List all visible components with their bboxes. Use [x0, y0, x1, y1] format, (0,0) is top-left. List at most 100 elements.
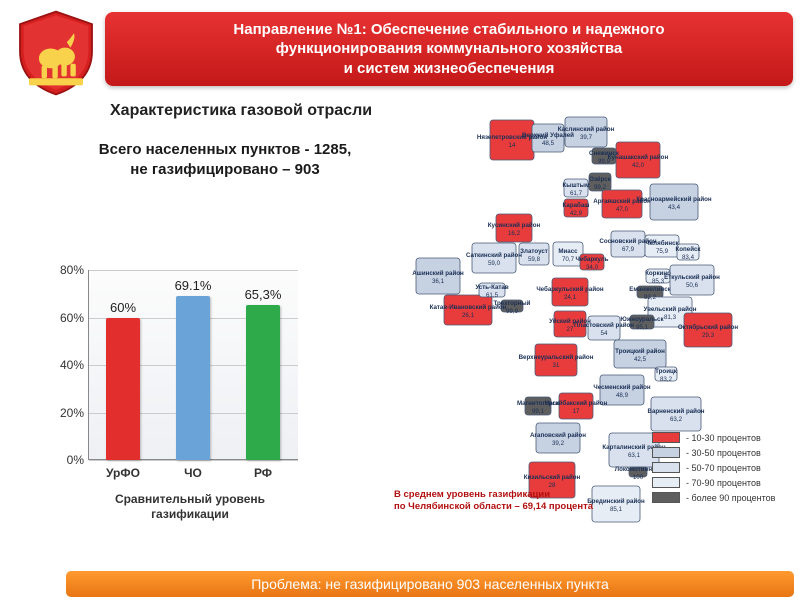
footer-text: Проблема: не газифицировано 903 населенн… [251, 576, 609, 592]
map-district-name: Агаповский район [530, 432, 586, 439]
map-district-value: 29,3 [702, 332, 715, 339]
map-district-value: 85,1 [610, 506, 623, 513]
map-district-value: 42,9 [570, 210, 583, 217]
map-district-name: Ашинский район [412, 270, 464, 277]
legend-swatch [652, 447, 680, 458]
chart-ytick: 0% [52, 453, 84, 467]
stats-line-2: не газифицировано – 903 [130, 161, 319, 178]
map-district-name: Миасс [558, 248, 578, 255]
chart-bar-value: 65,3% [233, 287, 293, 302]
legend-row: - более 90 процентов [652, 492, 782, 503]
map-district-name: Чебаркуль [576, 256, 609, 263]
map-footer-text: В среднем уровень газификации по Челябин… [394, 489, 593, 513]
map-district-value: 16,2 [508, 230, 521, 237]
map-district-value: 61,5 [486, 292, 499, 299]
map-district-value: 14 [509, 142, 516, 149]
map-district-name: Златоуст [520, 248, 548, 255]
chart-ytick: 20% [52, 406, 84, 420]
map-district-value: 63,1 [628, 452, 641, 459]
chart-ytick: 40% [52, 358, 84, 372]
chart-ytick: 80% [52, 263, 84, 277]
map-district-name: Саткинский район [466, 252, 522, 259]
map-district-name: Брединский район [587, 498, 645, 505]
map-district-value: 36,1 [432, 278, 445, 285]
map-district-value: 99,2 [594, 184, 607, 191]
legend-label: - 10-30 процентов [686, 433, 761, 443]
map-district-name: Карабаш [563, 202, 590, 209]
legend-swatch [652, 492, 680, 503]
map-district-name: Еткульский район [664, 274, 720, 281]
map-legend: - 10-30 процентов - 30-50 процентов - 50-7… [652, 432, 782, 507]
map-district-value: 59,8 [528, 256, 541, 263]
map-district-value: 39,2 [552, 440, 565, 447]
legend-label: - более 90 процентов [686, 493, 775, 503]
map-district-value: 39,7 [580, 134, 593, 141]
chart-caption: Сравнительный уровень газификации [40, 492, 340, 522]
map-district-name: Нагайбакский район [545, 400, 608, 407]
chart-ytick: 60% [52, 311, 84, 325]
map-district-value: 54 [601, 330, 608, 337]
map-district-value: 42,0 [632, 162, 645, 169]
map-district-value: 59,0 [488, 260, 501, 267]
map-district-value: 95,1 [636, 324, 649, 331]
map-district-name: Чесменский район [593, 384, 651, 391]
legend-row: - 10-30 процентов [652, 432, 782, 443]
section-subtitle: Характеристика газовой отрасли [110, 102, 372, 120]
map-district-value: 28 [549, 482, 556, 489]
gasification-chart: Сравнительный уровень газификации 0%20%4… [40, 260, 340, 515]
map-district-value: 43,4 [668, 204, 681, 211]
map-district-value: 93,2 [644, 294, 657, 301]
map-district-value: 100 [633, 474, 644, 481]
map-district-name: Пластовский район [574, 322, 634, 329]
map-district-name: Чебаркульский район [536, 286, 604, 293]
map-district-name: Озёрск [589, 176, 612, 183]
stats-text: Всего населенных пунктов - 1285, не гази… [60, 140, 390, 181]
map-district-value: 61,7 [570, 190, 583, 197]
map-district-value: 81,3 [664, 314, 677, 321]
map-district-name: Красноармейский район [636, 196, 712, 203]
chart-bar-value: 60% [93, 300, 153, 315]
legend-swatch [652, 462, 680, 473]
map-district-value: 83,2 [660, 376, 673, 383]
map-district-name: Кизильский район [524, 474, 581, 481]
map-district-name: Каслинский район [558, 126, 615, 133]
chart-bar [106, 318, 140, 461]
map-district-value: 99,9 [506, 308, 519, 315]
legend-row: - 70-90 процентов [652, 477, 782, 488]
map-district-value: 83,4 [682, 254, 695, 261]
map-district-value: 63,2 [670, 416, 683, 423]
map-district-value: 70,7 [562, 256, 575, 263]
legend-label: - 50-70 процентов [686, 463, 761, 473]
map-district-name: Верхнеуральский район [519, 354, 594, 361]
map-district-value: 85,3 [652, 278, 665, 285]
map-district-name: Усть-Катав [475, 284, 509, 291]
legend-swatch [652, 432, 680, 443]
chart-bar-value: 69.1% [163, 278, 223, 293]
chart-xtick: ЧО [163, 466, 223, 480]
legend-label: - 70-90 процентов [686, 478, 761, 488]
map-district-name: Кусинский район [488, 222, 541, 229]
legend-label: - 30-50 процентов [686, 448, 761, 458]
chart-xtick: УрФО [93, 466, 153, 480]
chart-bar [246, 305, 280, 460]
chart-bar [176, 296, 210, 460]
map-district-value: 50,6 [686, 282, 699, 289]
map-district-value: 47,0 [616, 206, 629, 213]
map-district-name: Еманжелинск [629, 286, 671, 293]
map-district-value: 34,0 [586, 264, 599, 271]
stats-line-1: Всего населенных пунктов - 1285, [99, 141, 351, 158]
map-district-name: Южноуральск [620, 316, 664, 323]
map-district-name: Верхний Уфалей [522, 132, 574, 139]
map-district-name: Варненский район [647, 408, 704, 415]
region-emblem [8, 8, 104, 98]
map-district-value: 48,5 [542, 140, 555, 147]
map-district-value: 31 [553, 362, 560, 369]
footer-banner: Проблема: не газифицировано 903 населенн… [66, 571, 794, 597]
header-banner: Направление №1: Обеспечение стабильного … [105, 12, 793, 86]
map-district-value: 17 [573, 408, 580, 415]
map-district-value: 99,1 [532, 408, 545, 415]
map-district-value: 42,5 [634, 356, 647, 363]
map-district-value: 27 [567, 326, 574, 333]
legend-swatch [652, 477, 680, 488]
header-line-2: функционирования коммунального хозяйства [276, 39, 622, 59]
